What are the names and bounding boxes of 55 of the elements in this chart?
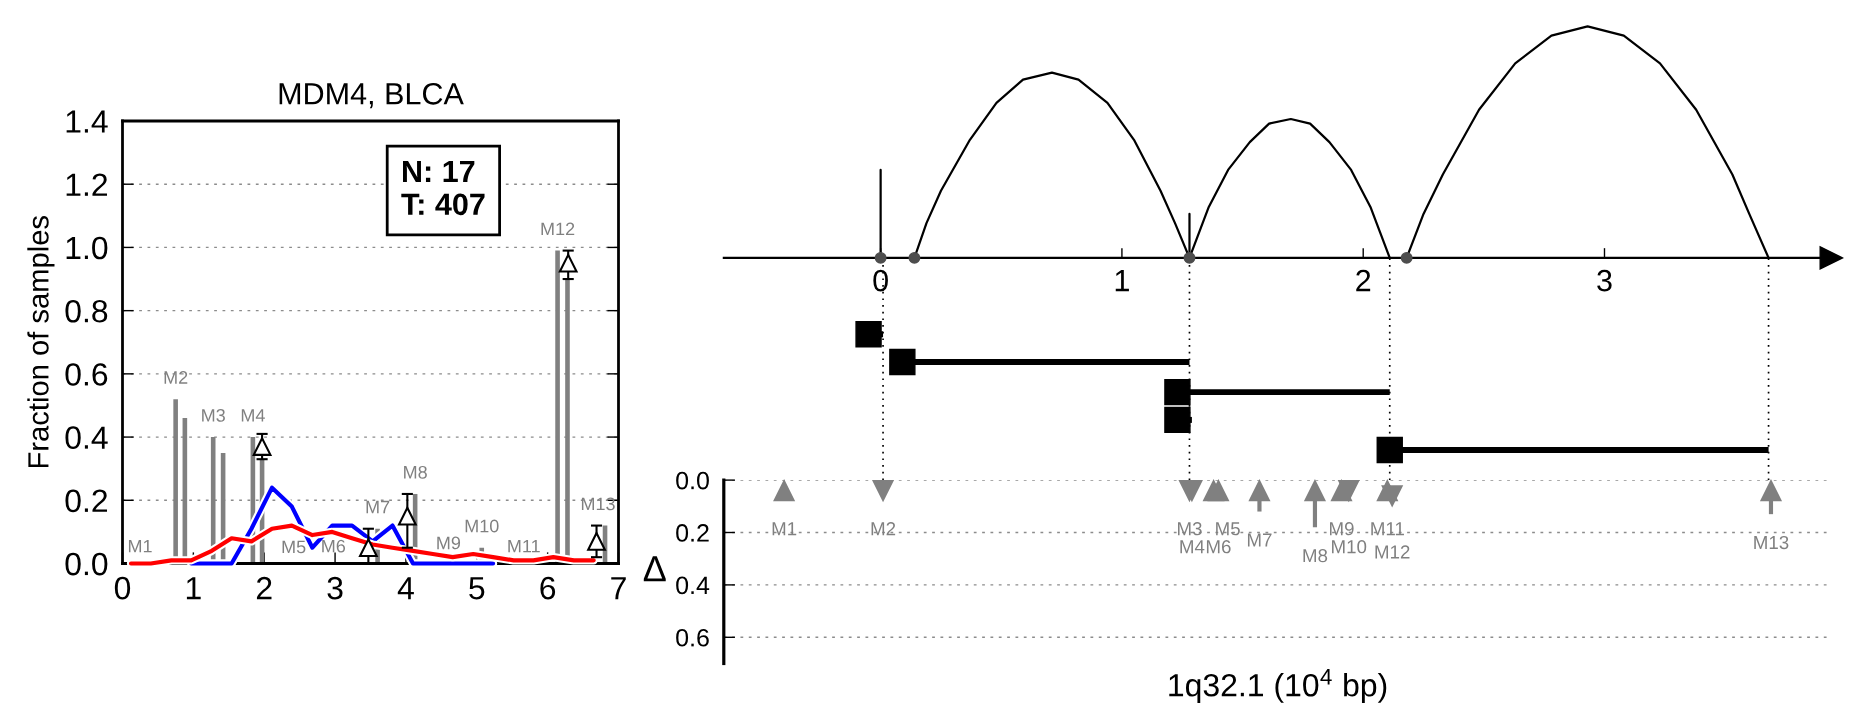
- annotation: M11: [1371, 522, 1404, 536]
- annotation: M13: [1754, 535, 1789, 550]
- annotation: M1: [128, 539, 152, 553]
- annotation: M9: [1330, 522, 1354, 536]
- y-tick-label: 0.8: [65, 299, 108, 323]
- annotation: N: 17 T: 407: [401, 160, 485, 216]
- annotation: M1: [772, 522, 797, 536]
- y-tick-label: 0.6: [65, 363, 108, 386]
- annotation: M3: [202, 408, 225, 422]
- y-axis-title: Fraction of samples: [27, 216, 55, 468]
- y-tick-label: 0.0: [65, 552, 108, 576]
- annotation: M5: [1216, 522, 1240, 536]
- annotation: M7: [366, 500, 390, 514]
- x-tick-label: 2: [256, 576, 272, 600]
- annotation: M7: [1247, 533, 1272, 547]
- x-tick-label: 1: [1115, 270, 1129, 292]
- x-tick-label: 7: [611, 577, 626, 600]
- y-tick-label: 0.4: [676, 576, 710, 595]
- y-tick-label: 1.4: [66, 110, 108, 133]
- y-tick-label: 0.4: [65, 426, 108, 449]
- x-axis-title: 1q32.1 (10$^{4}$ bp): [1169, 669, 1387, 703]
- annotation: M8: [1303, 549, 1328, 563]
- chart-title: MDM4, BLCA: [279, 83, 464, 109]
- annotation: M12: [541, 222, 575, 236]
- y-tick-label: 1.0: [66, 236, 108, 260]
- annotation: M4: [241, 409, 265, 422]
- x-tick-label: 3: [327, 576, 343, 600]
- y-tick-label: 0.2: [65, 489, 108, 513]
- y-axis-title: Δ: [643, 556, 666, 582]
- annotation: M4: [1180, 540, 1205, 554]
- annotation: M10: [1332, 540, 1367, 554]
- y-tick-label: 1.2: [66, 173, 108, 196]
- annotation: M6: [322, 539, 346, 553]
- annotation: M6: [1206, 540, 1231, 554]
- annotation: M10: [465, 519, 499, 533]
- annotation: M12: [1375, 545, 1410, 559]
- annotation: M5: [282, 540, 306, 554]
- x-tick-label: 5: [469, 577, 485, 600]
- y-tick-label: 0.0: [676, 471, 709, 490]
- x-tick-label: 0: [114, 576, 131, 600]
- annotation: M2: [871, 522, 896, 536]
- y-tick-label: 0.2: [676, 524, 709, 542]
- x-tick-label: 4: [397, 577, 414, 600]
- annotation: M13: [581, 497, 615, 511]
- y-tick-label: 0.6: [676, 628, 709, 647]
- x-tick-label: 2: [1356, 269, 1371, 292]
- x-tick-label: 3: [1597, 269, 1612, 292]
- x-tick-label: 1: [186, 577, 201, 600]
- annotation: M3: [1178, 522, 1202, 536]
- x-tick-label: 0: [873, 269, 888, 292]
- annotation: M8: [404, 465, 427, 479]
- annotation: M11: [508, 539, 540, 553]
- annotation: M2: [164, 371, 188, 384]
- annotation: M9: [437, 536, 461, 550]
- x-tick-label: 6: [540, 576, 556, 600]
